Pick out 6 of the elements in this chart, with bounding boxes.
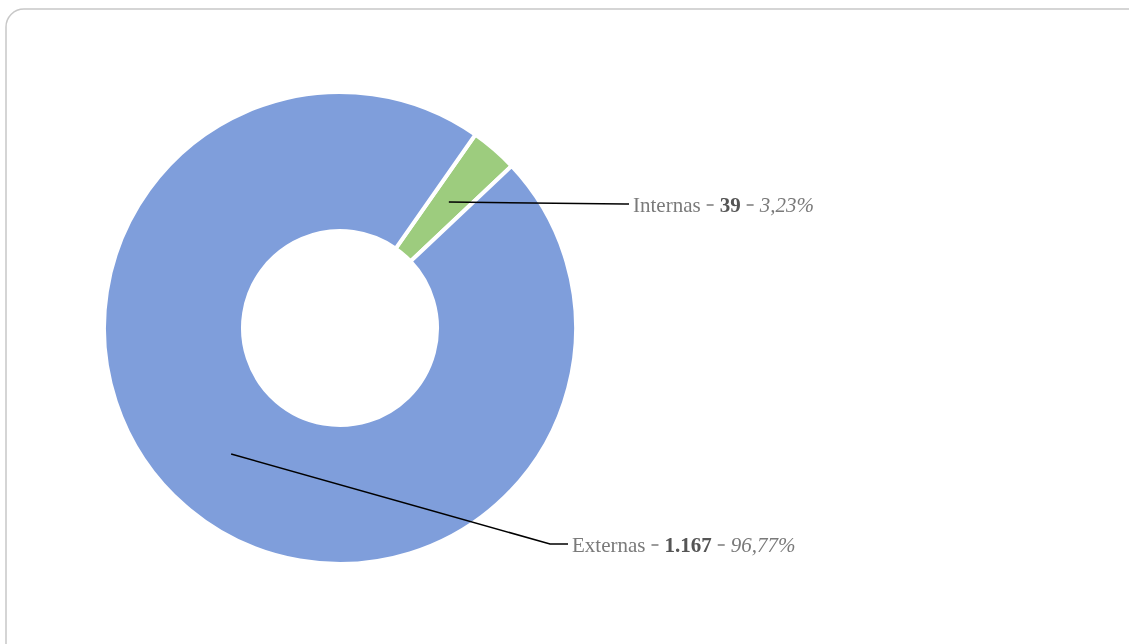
slice-label: Internas [633,193,701,217]
data-label: 1.167 [664,533,712,557]
slice-label: Externas [572,533,646,557]
data-label: 39 [719,193,741,217]
text: 96,77% [730,533,796,557]
text: 3,23% [758,193,814,217]
